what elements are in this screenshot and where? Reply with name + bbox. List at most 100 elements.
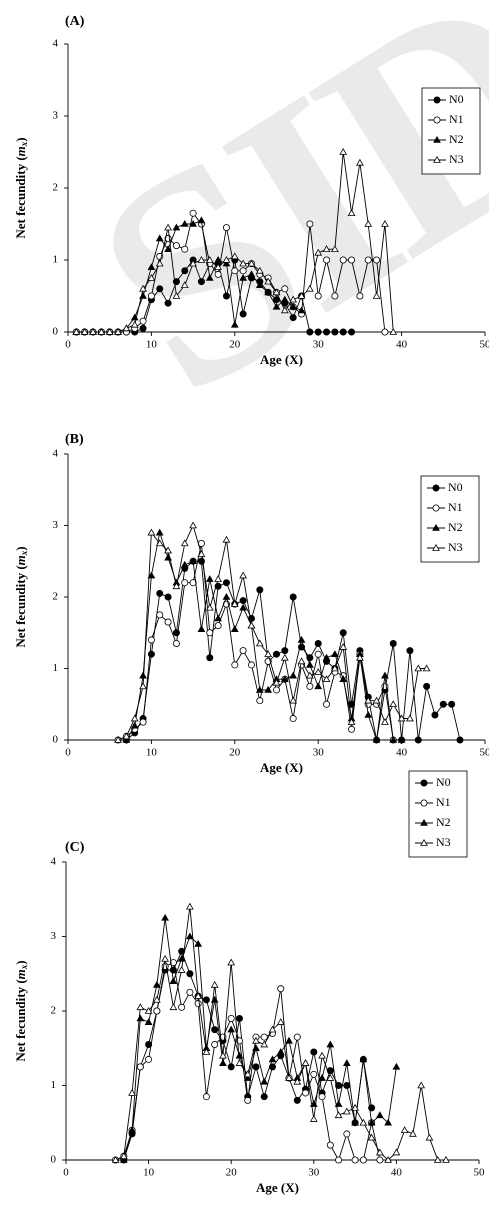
data-point-n2 <box>189 557 197 565</box>
data-point-n3 <box>122 324 131 332</box>
data-point-n0 <box>272 650 280 658</box>
data-point-n0 <box>293 1096 301 1104</box>
data-point-n1 <box>136 1063 144 1071</box>
data-point-n2 <box>255 281 264 289</box>
x-tick-label: 0 <box>65 339 71 351</box>
data-point-n2 <box>318 1074 326 1081</box>
data-point-n1 <box>227 1014 235 1022</box>
y-tick-label: 3 <box>53 110 59 122</box>
x-tick-label: 50 <box>480 747 489 759</box>
series-line-n0 <box>76 259 352 333</box>
data-point-n3 <box>219 1051 227 1059</box>
data-point-n3 <box>285 1074 293 1081</box>
data-point-n2 <box>139 671 147 679</box>
data-point-n1 <box>147 292 155 300</box>
data-point-n3 <box>322 675 331 683</box>
data-point-n1 <box>323 700 331 708</box>
legend-label: N1 <box>448 500 463 514</box>
data-point-n0 <box>222 292 230 300</box>
x-axis-label: Age (X) <box>260 352 303 367</box>
y-axis-label: Net fecundity (mx) <box>13 546 29 647</box>
data-point-n2 <box>392 1062 401 1070</box>
x-tick-label: 40 <box>396 747 408 759</box>
data-point-n3 <box>305 284 314 292</box>
data-point-n0 <box>306 328 314 336</box>
data-point-n2 <box>372 735 381 743</box>
series-n0 <box>120 947 376 1164</box>
y-tick-label: 0 <box>53 734 59 746</box>
data-point-n3 <box>144 1006 153 1014</box>
data-point-n1 <box>178 1003 186 1011</box>
data-point-n2 <box>222 592 231 600</box>
data-point-n2 <box>172 223 181 231</box>
data-point-n1 <box>306 682 314 690</box>
y-tick-label: 4 <box>53 448 59 460</box>
legend-label: N1 <box>436 795 451 809</box>
x-tick-label: 20 <box>229 747 241 759</box>
data-point-n1 <box>239 267 247 275</box>
data-point-n2 <box>364 710 373 718</box>
data-point-n3 <box>356 653 364 661</box>
data-point-n2 <box>194 939 203 947</box>
data-point-n1 <box>145 1055 153 1063</box>
data-point-n2 <box>264 288 273 296</box>
legend-label: N3 <box>448 540 463 554</box>
data-point-n2 <box>375 1111 384 1119</box>
data-point-n3 <box>414 664 423 672</box>
y-tick-label: 1 <box>53 254 59 266</box>
data-point-n2 <box>280 675 289 683</box>
legend-label: N3 <box>436 835 451 849</box>
series-n1 <box>112 959 384 1164</box>
x-tick-label: 50 <box>474 1167 486 1179</box>
x-tick-label: 20 <box>226 1167 238 1179</box>
x-tick-label: 10 <box>146 339 158 351</box>
data-point-n3 <box>381 219 389 227</box>
data-point-n0 <box>389 639 397 647</box>
data-point-n2 <box>122 735 131 743</box>
data-point-n3 <box>367 1133 376 1141</box>
data-point-n3 <box>330 664 339 672</box>
data-point-n1 <box>189 209 197 217</box>
data-point-n1 <box>302 1089 310 1097</box>
data-point-n3 <box>314 668 323 675</box>
data-point-n2 <box>255 685 264 693</box>
y-tick-label: 2 <box>53 591 59 603</box>
data-point-n3 <box>247 621 256 629</box>
data-point-n0 <box>423 682 431 690</box>
data-point-n3 <box>243 1070 252 1078</box>
data-point-n3 <box>375 1148 384 1156</box>
data-point-n0 <box>147 650 155 658</box>
data-point-n2 <box>326 1040 335 1048</box>
data-point-n3 <box>276 1018 285 1025</box>
data-point-n3 <box>230 600 239 607</box>
data-point-n3 <box>406 714 414 722</box>
data-point-n3 <box>364 219 373 227</box>
y-axis-label-close: ) <box>13 960 28 964</box>
data-point-n1 <box>194 1000 202 1008</box>
data-point-n2 <box>351 1118 359 1126</box>
legend-marker-n0 <box>432 484 440 492</box>
data-point-n0 <box>252 1063 260 1071</box>
data-point-n1 <box>373 256 381 264</box>
data-point-n0 <box>197 278 205 286</box>
data-point-n1 <box>314 292 322 300</box>
data-point-n3 <box>222 535 231 543</box>
y-tick-label: 1 <box>51 1079 57 1091</box>
x-tick-label: 0 <box>63 1167 69 1179</box>
data-point-n3 <box>264 650 273 657</box>
data-point-n3 <box>72 327 81 335</box>
data-point-n3 <box>322 245 331 253</box>
series-line-n2 <box>126 530 402 741</box>
series-line-n1 <box>117 543 394 741</box>
data-point-n2 <box>144 1018 153 1025</box>
data-point-n0 <box>281 647 289 655</box>
data-point-n3 <box>422 664 431 672</box>
data-point-n3 <box>247 259 256 267</box>
data-point-n1 <box>231 267 239 275</box>
data-point-n3 <box>255 266 264 274</box>
data-point-n3 <box>252 1036 260 1044</box>
data-point-n0 <box>406 647 414 655</box>
series-n3 <box>111 902 450 1163</box>
